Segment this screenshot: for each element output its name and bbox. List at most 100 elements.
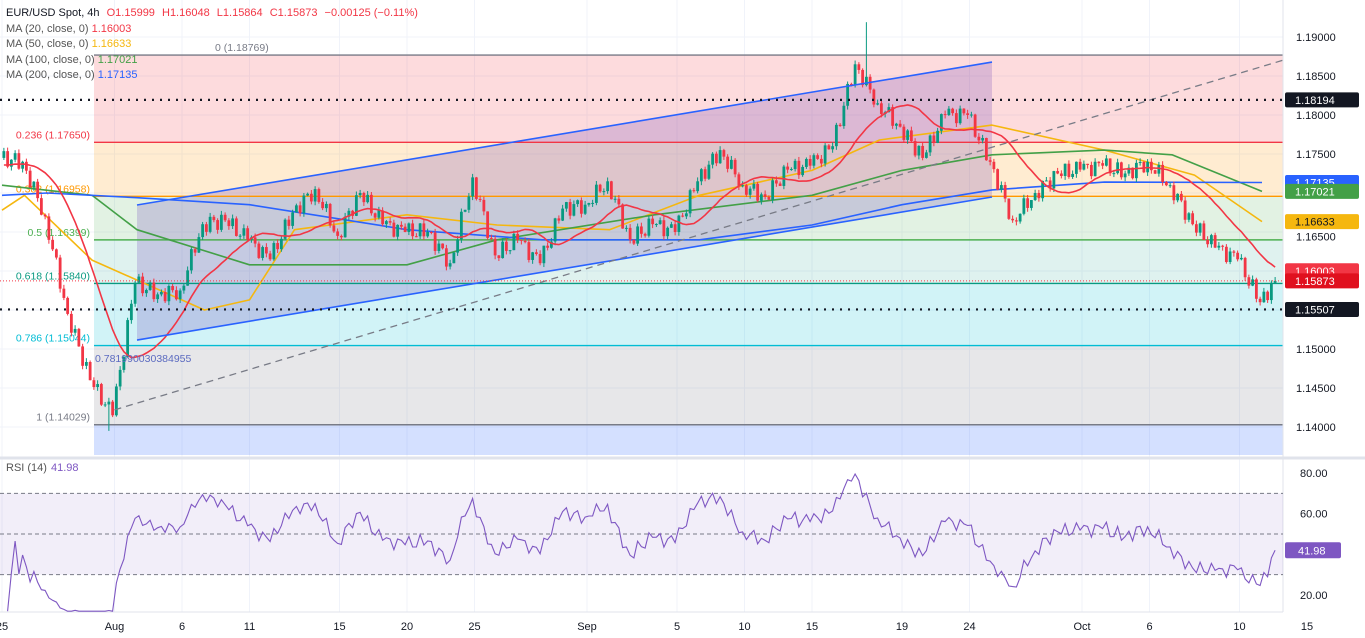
candle — [1221, 244, 1225, 251]
candle-body — [711, 153, 715, 165]
candle — [804, 157, 808, 169]
candle-body — [1033, 193, 1037, 201]
candle-body — [174, 290, 178, 300]
candle-body — [336, 231, 340, 236]
candle-body — [1048, 180, 1052, 189]
channel-label: 0.781990030384955 — [95, 353, 192, 365]
candle — [939, 113, 943, 135]
candle — [411, 219, 415, 240]
candle — [609, 180, 613, 200]
candle — [564, 201, 568, 212]
candle-body — [1056, 171, 1060, 174]
candle — [1082, 160, 1086, 171]
candle-body — [377, 210, 381, 218]
date-axis-label: 15 — [333, 621, 345, 633]
candle — [456, 235, 460, 256]
candle-body — [264, 247, 268, 254]
close-value: C1.15873 — [269, 7, 318, 19]
candle-body — [928, 135, 932, 153]
candle-body — [88, 362, 92, 381]
candle — [782, 164, 786, 190]
candle-body — [1082, 163, 1086, 170]
candle — [1044, 176, 1048, 182]
candle — [924, 149, 928, 159]
candle — [332, 221, 336, 233]
candle-body — [872, 89, 876, 105]
candle-body — [617, 198, 621, 205]
candle — [403, 223, 407, 233]
candle-body — [767, 196, 771, 200]
candle — [96, 380, 100, 391]
price-axis-label: 1.19000 — [1296, 32, 1336, 44]
candle-body — [313, 189, 317, 202]
candle — [636, 223, 640, 246]
rsi-badge-label: 41.98 — [1298, 545, 1326, 557]
candle — [433, 228, 437, 255]
candle-body — [212, 216, 216, 221]
candle-body — [107, 401, 111, 405]
candle — [756, 181, 760, 203]
candle-body — [1168, 185, 1172, 187]
candle-body — [1059, 173, 1063, 176]
candle-body — [752, 183, 756, 189]
candle-body — [1209, 235, 1213, 245]
candle — [1041, 180, 1045, 202]
candle-body — [1247, 277, 1251, 286]
candle-body — [917, 145, 921, 156]
candle — [272, 241, 276, 261]
candle — [141, 272, 145, 297]
channel-fill — [137, 62, 992, 341]
rsi-legend[interactable]: RSI (14) 41.98 — [6, 462, 79, 474]
candle — [688, 188, 692, 218]
indicator-ma20[interactable]: MA (20, close, 0) 1.16003 — [6, 22, 418, 38]
candle-body — [594, 184, 598, 203]
candle — [152, 278, 156, 302]
candle — [336, 228, 340, 240]
candle-body — [294, 205, 298, 213]
price-badge: 1.16633 — [1285, 214, 1359, 230]
candle-body — [853, 64, 857, 86]
candle — [24, 158, 28, 174]
candle — [309, 190, 313, 205]
candle-body — [1104, 158, 1108, 166]
candle — [906, 129, 910, 144]
candle — [197, 233, 201, 254]
candle — [936, 127, 940, 144]
candle — [201, 221, 205, 241]
candle-body — [231, 218, 235, 227]
candle-body — [1194, 224, 1198, 233]
candle — [542, 245, 546, 268]
candle-body — [399, 224, 403, 227]
candle-body — [452, 252, 456, 264]
candle — [448, 259, 452, 270]
candle — [478, 195, 482, 203]
candle-body — [812, 155, 816, 166]
candle-body — [1011, 218, 1015, 221]
candle — [1142, 161, 1146, 174]
candle-body — [1251, 279, 1255, 286]
candle — [1086, 163, 1090, 169]
candle-body — [373, 213, 377, 218]
rsi-axis-label: 60.00 — [1300, 509, 1328, 521]
indicator-ma100[interactable]: MA (100, close, 0) 1.17021 — [6, 53, 418, 69]
fib-band-1 — [94, 424, 1283, 455]
candle-body — [298, 205, 302, 214]
candle — [231, 214, 235, 229]
candle — [662, 216, 666, 240]
candle — [486, 211, 490, 241]
indicator-ma200[interactable]: MA (200, close, 0) 1.17135 — [6, 68, 418, 84]
date-axis-label: 25 — [0, 621, 8, 633]
candle-body — [422, 223, 426, 237]
candle-body — [1176, 193, 1180, 201]
candle-body — [624, 227, 628, 229]
candle — [62, 284, 66, 301]
candle-body — [354, 195, 358, 216]
candle-body — [463, 209, 467, 212]
candle-body — [1202, 223, 1206, 241]
candle-body — [204, 224, 208, 232]
candle — [287, 215, 291, 230]
candle-body — [1258, 298, 1262, 303]
indicator-ma50[interactable]: MA (50, close, 0) 1.16633 — [6, 37, 418, 53]
candle — [681, 212, 685, 218]
